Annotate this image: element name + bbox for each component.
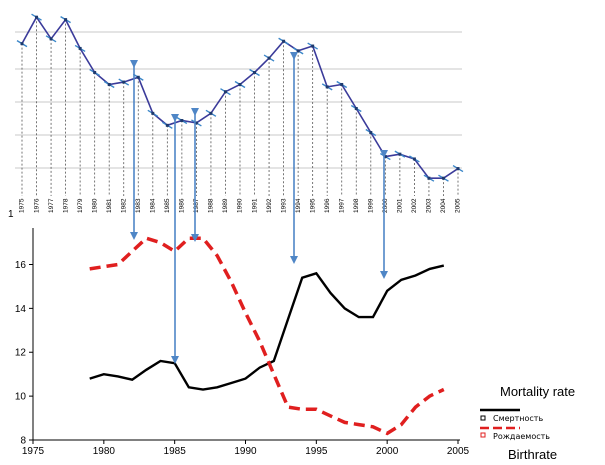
top-point bbox=[441, 176, 445, 180]
bottom-y-tick-label: 12 bbox=[15, 348, 27, 359]
top-x-tick-label: 2000 bbox=[382, 198, 389, 213]
corner-label: 1 bbox=[8, 209, 14, 220]
top-point bbox=[223, 90, 227, 94]
top-x-tick-label: 1980 bbox=[91, 198, 98, 213]
top-x-tick-label: 2002 bbox=[411, 198, 418, 213]
bottom-x-tick-label: 1975 bbox=[22, 446, 45, 457]
top-x-tick-labels: 1975 1976 1977 1978 1979 1980 1981 1982 1983 1984… bbox=[19, 198, 462, 213]
legend-mortality-ru: Смертность bbox=[493, 414, 543, 423]
bottom-y-tick-label: 10 bbox=[15, 392, 27, 403]
top-point bbox=[398, 152, 402, 156]
top-x-tick-label: 1985 bbox=[164, 198, 171, 213]
top-x-tick-label: 1998 bbox=[353, 198, 360, 213]
top-point bbox=[151, 111, 155, 115]
top-x-tick-label: 1990 bbox=[237, 198, 244, 213]
top-x-tick-label: 1978 bbox=[62, 198, 69, 213]
legend-birthrate-ru: Рождаемость bbox=[493, 432, 550, 441]
top-x-tick-label: 1975 bbox=[19, 198, 26, 213]
top-point bbox=[20, 42, 24, 46]
legend: Mortality rate Смертность Рождаемость Bi… bbox=[480, 384, 575, 462]
top-x-tick-label: 1989 bbox=[222, 198, 229, 213]
top-x-tick-label: 1993 bbox=[280, 198, 287, 213]
top-drop-lines bbox=[21, 17, 459, 196]
top-point bbox=[238, 82, 242, 86]
top-point bbox=[311, 44, 315, 48]
top-x-tick-label: 2004 bbox=[440, 198, 447, 213]
bottom-x-ticks: 1975 1980 1985 1990 1995 2000 2005 bbox=[22, 440, 470, 457]
legend-mortality-en: Mortality rate bbox=[500, 384, 575, 399]
top-x-tick-label: 1997 bbox=[338, 198, 345, 213]
bottom-y-ticks: 8 10 12 14 16 bbox=[15, 260, 33, 447]
top-x-tick-label: 1982 bbox=[120, 198, 127, 213]
bottom-x-tick-label: 2000 bbox=[376, 446, 399, 457]
top-x-tick-label: 2005 bbox=[455, 198, 462, 213]
top-point bbox=[325, 85, 329, 89]
bottom-x-tick-label: 1990 bbox=[234, 446, 257, 457]
bottom-x-tick-label: 1985 bbox=[164, 446, 187, 457]
top-point bbox=[296, 49, 300, 53]
top-x-tick-label: 1999 bbox=[368, 198, 375, 213]
top-x-tick-label: 1984 bbox=[150, 198, 157, 213]
top-point bbox=[64, 18, 68, 22]
bottom-y-tick-label: 8 bbox=[20, 436, 26, 447]
top-x-tick-label: 2001 bbox=[397, 198, 404, 213]
top-point bbox=[282, 39, 286, 43]
top-point bbox=[180, 119, 184, 123]
top-x-tick-label: 1979 bbox=[77, 198, 84, 213]
top-x-tick-label: 1986 bbox=[179, 198, 186, 213]
bottom-y-tick-label: 14 bbox=[15, 304, 27, 315]
top-point bbox=[49, 37, 53, 41]
top-x-tick-label: 2003 bbox=[426, 198, 433, 213]
top-point bbox=[253, 70, 257, 74]
birthrate-line bbox=[89, 236, 445, 436]
top-point bbox=[165, 123, 169, 127]
top-x-tick-label: 1981 bbox=[106, 198, 113, 213]
connector-arrows bbox=[130, 52, 388, 364]
top-point bbox=[136, 75, 140, 79]
legend-mortality-marker bbox=[480, 415, 486, 421]
bottom-x-tick-label: 1995 bbox=[305, 446, 328, 457]
top-gridlines bbox=[15, 31, 462, 169]
top-x-tick-label: 1983 bbox=[135, 198, 142, 213]
top-x-tick-label: 1991 bbox=[251, 198, 258, 213]
top-x-tick-label: 1994 bbox=[295, 198, 302, 213]
top-point bbox=[209, 111, 213, 115]
top-x-tick-label: 1995 bbox=[309, 198, 316, 213]
top-point bbox=[412, 157, 416, 161]
bottom-panel: 1 8 10 12 14 16 1975 1980 1985 1990 1995 2000 2005 bbox=[8, 209, 470, 457]
mortality-line bbox=[89, 264, 445, 391]
top-point bbox=[267, 56, 271, 60]
top-point bbox=[369, 131, 373, 135]
top-x-tick-label: 1987 bbox=[193, 198, 200, 213]
top-point bbox=[35, 15, 39, 19]
top-panel: 1975 1976 1977 1978 1979 1980 1981 1982 1983 1984… bbox=[15, 13, 464, 213]
top-point bbox=[78, 46, 82, 50]
top-point bbox=[456, 167, 460, 171]
top-point bbox=[93, 70, 97, 74]
top-x-tick-label: 1976 bbox=[33, 198, 40, 213]
bottom-x-tick-label: 1980 bbox=[93, 446, 116, 457]
legend-birthrate-marker bbox=[480, 432, 486, 438]
top-point bbox=[107, 82, 111, 86]
top-point bbox=[427, 176, 431, 180]
top-x-tick-label: 1992 bbox=[266, 198, 273, 213]
top-x-tick-label: 1996 bbox=[324, 198, 331, 213]
top-x-tick-label: 1988 bbox=[208, 198, 215, 213]
bottom-y-tick-label: 16 bbox=[15, 260, 27, 271]
top-point bbox=[354, 107, 358, 111]
top-point bbox=[122, 80, 126, 84]
bottom-x-tick-label: 2005 bbox=[447, 446, 470, 457]
top-point bbox=[340, 82, 344, 86]
legend-birthrate-en: Birthrate bbox=[508, 447, 557, 462]
top-x-tick-label: 1977 bbox=[48, 198, 55, 213]
